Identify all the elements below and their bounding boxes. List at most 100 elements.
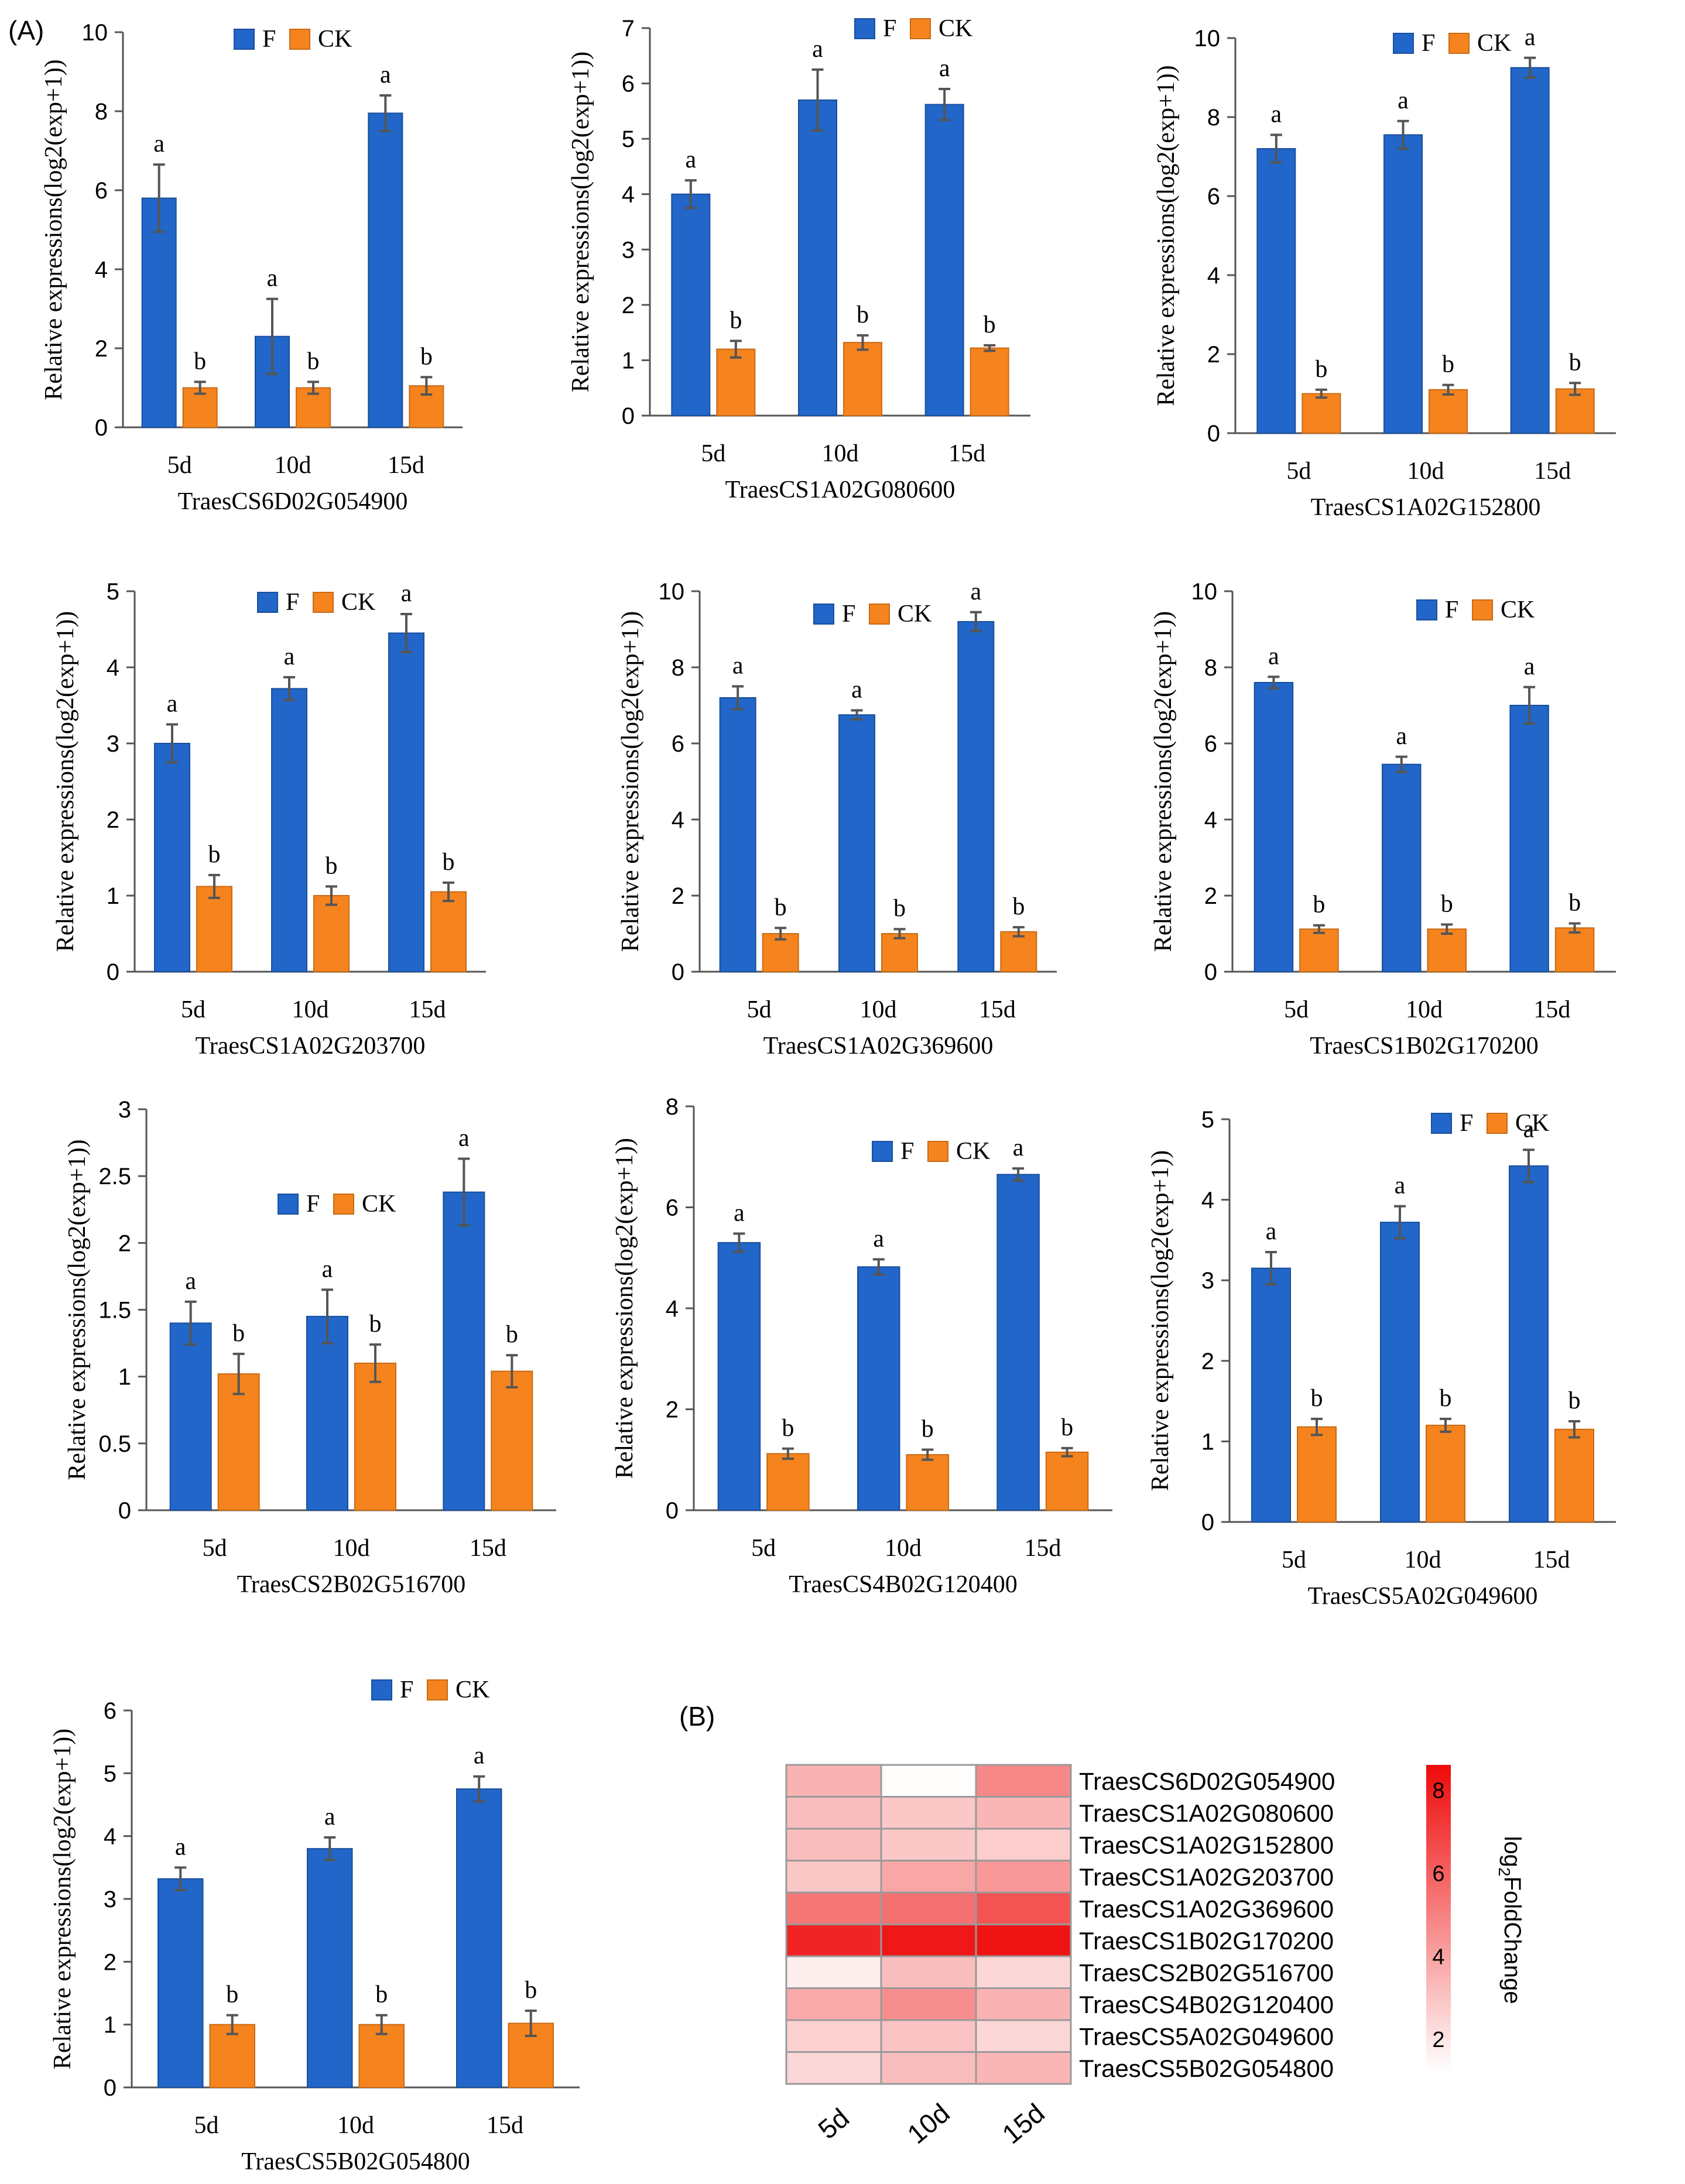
y-tick-label: 3 (1201, 1268, 1214, 1294)
gene-name-label: TraesCS1B02G170200 (1310, 1033, 1539, 1060)
gene-name-label: TraesCS1A02G369600 (763, 1033, 994, 1060)
bar-ck-5d (1299, 928, 1339, 972)
y-axis-title: Relative expressions(log2(exp+1)) (1147, 1150, 1174, 1491)
gene-name-label: TraesCS5A02G049600 (1308, 1583, 1538, 1610)
y-tick-label: 8 (95, 99, 108, 125)
y-tick-label: 5 (1201, 1107, 1214, 1133)
y-tick-label: 5 (104, 1761, 117, 1787)
y-axis-title: Relative expressions(log2(exp+1)) (52, 611, 79, 952)
bar-ck-5d (1297, 1426, 1337, 1523)
legend-swatch-ck (1487, 1113, 1508, 1134)
significance-letter: b (1311, 1385, 1323, 1412)
x-tick-label: 10d (1407, 458, 1444, 485)
significance-letter: a (873, 1225, 884, 1252)
bar-ck-10d (1426, 1424, 1465, 1523)
y-tick-label: 0 (118, 1498, 131, 1524)
x-tick-label: 15d (388, 452, 424, 479)
significance-letter: b (1569, 349, 1581, 376)
x-tick-label: 10d (333, 1535, 370, 1562)
bar-f-5d (154, 743, 190, 972)
x-tick-label: 5d (203, 1535, 227, 1562)
x-tick-label: 15d (487, 2112, 523, 2139)
significance-letter: a (153, 131, 165, 157)
legend-label-f: F (1422, 30, 1435, 57)
colorbar-tick-label: 6 (1432, 1861, 1444, 1886)
x-tick-label: 5d (701, 440, 725, 467)
bar-f-5d (1256, 148, 1296, 434)
heatmap-chart: TraesCS6D02G054900 TraesCS1A02G080600 Trae… (785, 1764, 1525, 2149)
legend-swatch-ck (313, 592, 334, 613)
bar-f-5d (717, 1242, 761, 1511)
significance-letter: a (1268, 643, 1279, 670)
y-tick-label: 4 (666, 1296, 679, 1322)
y-tick-label: 10 (659, 579, 685, 605)
bar-chart-3: 0 2 4 6 8 10 Relative expressions(log2(exp+1))… (1153, 24, 1616, 521)
y-tick-label: 0 (95, 415, 108, 441)
bar-ck-10d (843, 342, 882, 416)
y-tick-label: 1 (104, 2012, 117, 2038)
bar-ck-15d (1554, 1428, 1594, 1523)
y-tick-label: 4 (1204, 807, 1217, 833)
heatmap-cell (975, 1924, 1072, 1957)
heatmap-cell (785, 1924, 882, 1957)
significance-letter: b (1568, 1387, 1581, 1414)
x-tick-label: 5d (751, 1535, 776, 1562)
legend-swatch-f (278, 1194, 299, 1215)
y-tick-label: 6 (622, 71, 635, 97)
y-tick-label: 4 (107, 655, 119, 681)
gene-name-label: TraesCS6D02G054900 (178, 488, 408, 515)
y-tick-label: 1 (118, 1364, 131, 1390)
x-tick-label: 10d (337, 2112, 374, 2139)
legend-label-f: F (1445, 596, 1458, 623)
legend: F CK (257, 589, 375, 616)
bar-f-10d (1383, 134, 1423, 434)
x-tick-label: 10d (1405, 1547, 1441, 1573)
bar-ck-15d (491, 1370, 533, 1511)
heatmap-cell (880, 1828, 977, 1861)
x-tick-label: 10d (292, 996, 329, 1023)
bar-f-5d (1251, 1267, 1291, 1523)
gene-name-label: TraesCS1A02G152800 (1311, 494, 1541, 521)
bar-chart-7: 0 0.5 1 1.5 2 2.5 3 Relative expressions(log2(e… (64, 1097, 556, 1598)
y-tick-label: 3 (118, 1097, 131, 1123)
bar-f-10d (307, 1848, 353, 2088)
significance-letter: a (1013, 1134, 1024, 1161)
bar-ck-10d (313, 895, 350, 972)
significance-letter: b (984, 311, 996, 338)
heatmap-cell (975, 1987, 1072, 2021)
x-tick-label: 5d (181, 996, 206, 1023)
y-tick-label: 8 (672, 655, 684, 681)
significance-letter: a (167, 691, 178, 718)
bar-chart-4: 0 1 2 3 4 5 Relative expressions(log2(exp+1)) a… (52, 579, 486, 1060)
bar-ck-10d (906, 1454, 949, 1511)
legend-label-ck: CK (456, 1676, 489, 1703)
bar-f-15d (1510, 67, 1550, 434)
heatmap-cell (975, 1764, 1072, 1798)
legend-label-f: F (1460, 1110, 1473, 1137)
bar-f-5d (157, 1878, 204, 2088)
bar-f-15d (388, 632, 424, 972)
legend-swatch-ck (333, 1194, 354, 1215)
significance-letter: b (857, 301, 869, 328)
significance-letter: a (1395, 1172, 1406, 1199)
significance-letter: a (474, 1743, 485, 1770)
legend-swatch-ck (910, 18, 931, 39)
y-tick-label: 10 (1191, 579, 1218, 605)
x-tick-label: 10d (275, 452, 311, 479)
heatmap-cell (975, 1955, 1072, 1989)
y-tick-label: 1 (107, 883, 119, 909)
significance-letter: a (1525, 24, 1536, 51)
significance-letter: b (730, 307, 742, 334)
panel-label-a: (A) (8, 15, 44, 46)
y-tick-label: 10 (1194, 26, 1221, 52)
significance-letter: a (732, 653, 744, 680)
legend-label-f: F (306, 1191, 320, 1218)
heatmap-cell (880, 1924, 977, 1957)
significance-letter: a (939, 55, 950, 82)
heatmap-cell (880, 1796, 977, 1830)
y-tick-label: 0 (672, 959, 684, 985)
heatmap-row-label: TraesCS1A02G080600 (1079, 1799, 1334, 1827)
heatmap-row-label: TraesCS5B02G054800 (1079, 2055, 1334, 2082)
colorbar-title-rest: FoldChange (1499, 1877, 1525, 2004)
significance-letter: b (194, 348, 206, 375)
